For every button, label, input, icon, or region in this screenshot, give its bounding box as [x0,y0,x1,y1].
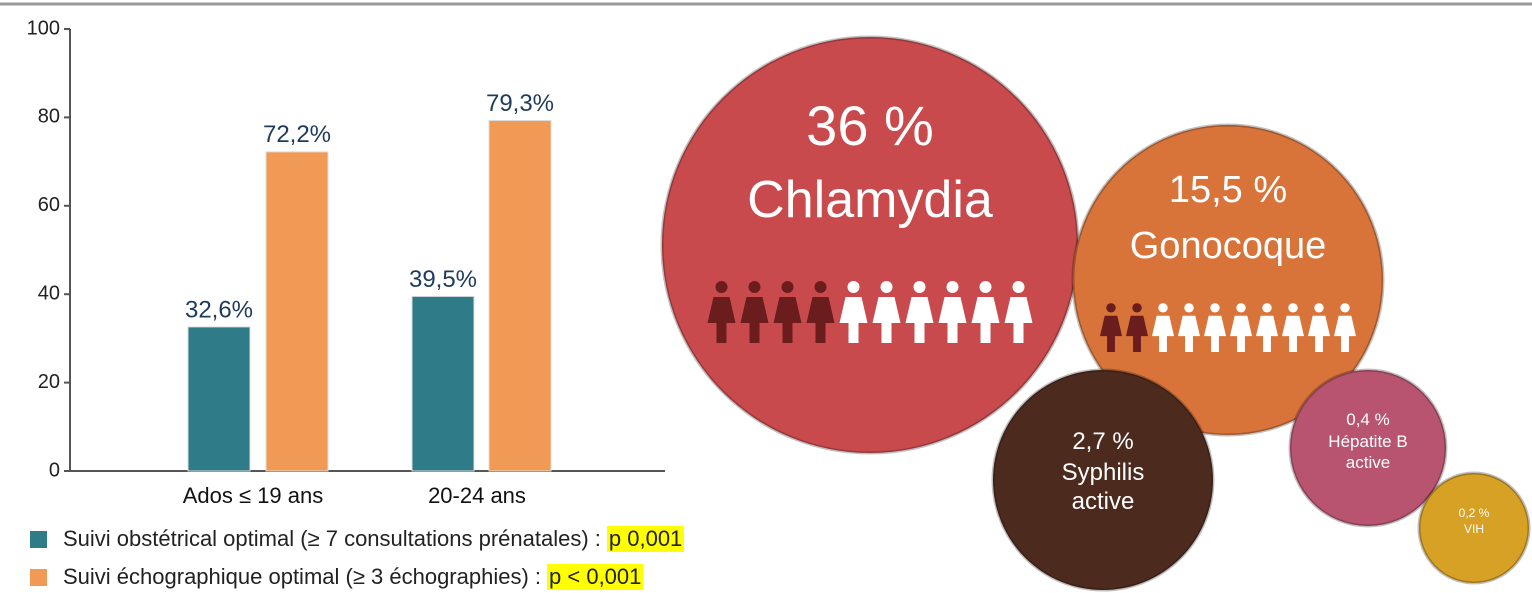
bubble-name: Chlamydia [680,169,1060,231]
person-head [1210,303,1219,312]
person-head [716,281,728,293]
bar [266,152,328,471]
person-head [1340,303,1349,312]
bubble-name: Syphilis active [1033,459,1173,517]
bubble-text: 0,4 %Hépatite B active [1313,410,1423,473]
y-tick-label: 0 [49,459,60,481]
person-head [1013,281,1025,293]
value-label: 39,5% [409,266,477,293]
legend-swatch [30,569,47,586]
person-head [1262,303,1271,312]
y-tick-label: 60 [38,194,60,216]
x-tick-label: Ados ≤ 19 ans [183,483,324,508]
bubble-text: 15,5 % Gonocoque [1083,168,1373,269]
bubble-name: Gonocoque [1083,224,1373,270]
bubble-value: 0,2 % [1444,506,1504,520]
person-head [782,281,794,293]
person-head [914,281,926,293]
person-head [1314,303,1323,312]
person-head [1184,303,1193,312]
person-head [1106,303,1115,312]
bubble-name: Hépatite B active [1313,432,1423,473]
bubble-value: 36 % [680,92,1060,159]
person-head [881,281,893,293]
legend-label: Suivi obstétrical optimal (≥ 7 consultat… [63,526,601,552]
x-tick-label: 20-24 ans [428,483,526,508]
chart: 0 20 40 60 80 100 Ados ≤ 19 ans 32,6% 72,2% 20-24… [0,0,1532,593]
y-tick-label: 20 [38,371,60,393]
person-head [1158,303,1167,312]
p-value: p < 0,001 [547,564,643,590]
legend-item: Suivi échographique optimal (≥ 3 échogra… [30,564,643,590]
legend-item: Suivi obstétrical optimal (≥ 7 consultat… [30,526,684,552]
person-head [749,281,761,293]
person-head [1236,303,1245,312]
y-tick-label: 80 [38,106,60,128]
person-head [848,281,860,293]
value-label: 79,3% [486,90,554,117]
bar [188,327,250,471]
person-head [1132,303,1141,312]
y-tick-label: 100 [27,17,60,39]
person-head [815,281,827,293]
bubble-value: 0,4 % [1313,410,1423,430]
person-head [980,281,992,293]
person-head [1288,303,1297,312]
y-tick-label: 40 [38,282,60,304]
bubble-value: 15,5 % [1083,168,1373,214]
bar [412,296,474,471]
bar [489,120,551,471]
value-label: 72,2% [263,121,331,148]
bubble-value: 2,7 % [1033,428,1173,457]
page: 0 20 40 60 80 100 Ados ≤ 19 ans 32,6% 72,2% 20-24… [0,0,1532,593]
bubble-name: VIH [1444,522,1504,536]
p-value: p 0,001 [607,526,684,552]
value-label: 32,6% [185,296,253,323]
legend-label: Suivi échographique optimal (≥ 3 échogra… [63,564,541,590]
legend-swatch [30,531,47,548]
person-head [947,281,959,293]
bubble-text: 0,2 % VIH [1444,506,1504,537]
bubble-text: 36 % Chlamydia [680,92,1060,232]
bubble-text: 2,7 %Syphilis active [1033,428,1173,516]
